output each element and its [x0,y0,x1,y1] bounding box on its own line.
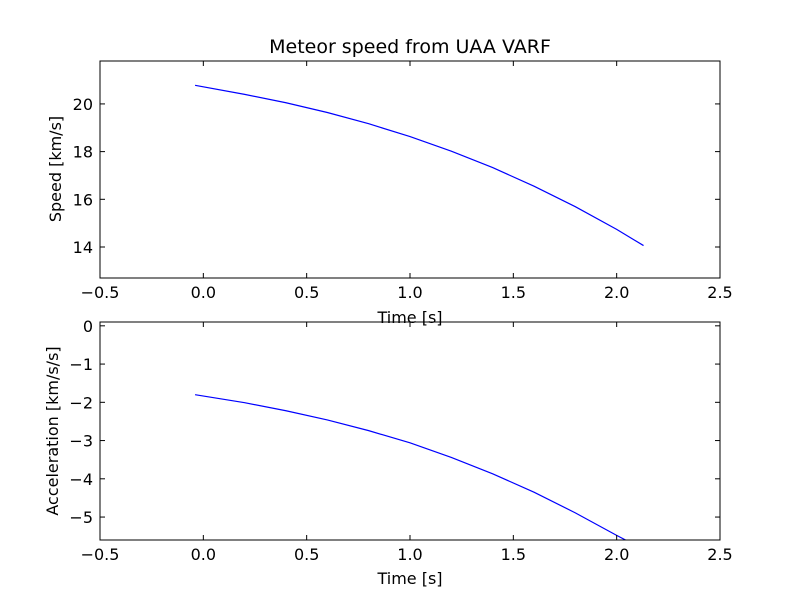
acceleration-x-tick-label: 1.5 [501,545,526,564]
acceleration-x-tick-label: 1.0 [397,545,422,564]
chart-title: Meteor speed from UAA VARF [269,36,551,58]
acceleration-y-tick-label: −5 [69,508,93,527]
acceleration-y-tick-label: −2 [69,393,93,412]
speed-plot-frame [99,60,721,279]
acceleration-plot-frame [99,321,721,541]
acceleration-y-tick-label: −4 [69,470,93,489]
speed-x-tick-label: 2.0 [604,283,629,302]
speed-x-tick-label: 1.5 [501,283,526,302]
speed-y-tick-label: 18 [73,143,93,162]
acceleration-x-tick-label: 0.0 [191,545,216,564]
speed-x-tick-label: 0.5 [294,283,319,302]
speed-y-axis-label: Speed [km/s] [46,116,65,222]
acceleration-x-tick-label: 2.5 [707,545,732,564]
speed-x-tick-label: −0.5 [81,283,120,302]
acceleration-panel: Time [s] Acceleration [km/s/s] −0.5 0.0 0.… [43,317,733,588]
acceleration-series-line [194,394,627,540]
acceleration-x-tick-label: 0.5 [294,545,319,564]
speed-y-tick-label: 20 [73,95,93,114]
acceleration-x-tick-label: −0.5 [81,545,120,564]
acceleration-x-tick-label: 2.0 [604,545,629,564]
speed-x-tick-label: 1.0 [397,283,422,302]
acceleration-y-tick-label: −3 [69,432,93,451]
speed-panel: Meteor speed from UAA VARF Time [s] Spee… [46,36,733,327]
speed-series-line [194,84,644,247]
acceleration-y-tick-label: 0 [83,317,93,336]
speed-y-tick-label: 14 [73,238,93,257]
speed-x-tick-label: 0.0 [191,283,216,302]
speed-y-tick-label: 16 [73,190,93,209]
acceleration-x-axis-label: Time [s] [376,569,442,588]
acceleration-y-axis-label: Acceleration [km/s/s] [43,346,62,515]
acceleration-y-tick-label: −1 [69,355,93,374]
speed-x-tick-label: 2.5 [707,283,732,302]
